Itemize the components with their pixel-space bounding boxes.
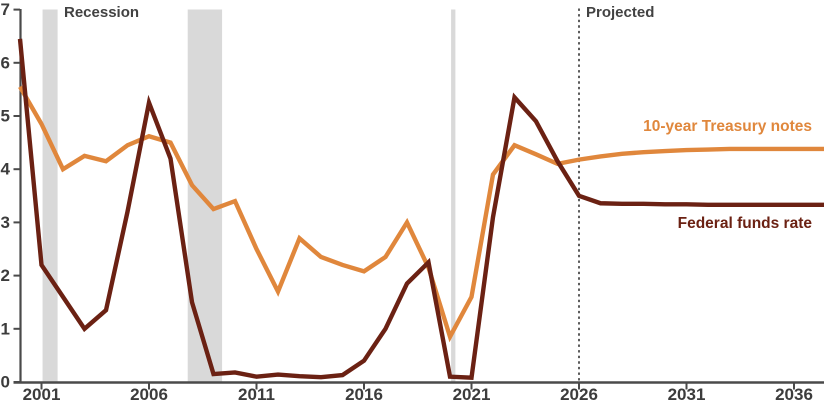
y-tick-label: 3 (1, 213, 10, 232)
series-label-federal-funds: Federal funds rate (677, 215, 812, 232)
recession-band (187, 9, 223, 382)
x-tick-label: 2031 (668, 385, 706, 404)
series-label-treasury-notes: 10-year Treasury notes (643, 118, 812, 135)
x-tick-label: 2001 (23, 385, 61, 404)
x-tick-label: 2026 (560, 385, 598, 404)
y-tick-label: 4 (1, 160, 11, 179)
y-tick-label: 2 (1, 266, 10, 285)
x-tick-label: 2016 (345, 385, 383, 404)
y-tick-label: 1 (1, 319, 10, 338)
projected-label: Projected (586, 4, 655, 21)
recession-label: Recession (64, 4, 140, 21)
x-tick-label: 2021 (453, 385, 491, 404)
y-tick-label: 5 (1, 107, 10, 126)
x-tick-label: 2036 (775, 385, 813, 404)
x-tick-label: 2011 (238, 385, 275, 404)
x-tick-label: 2006 (130, 385, 168, 404)
federal-funds-line (17, 38, 824, 381)
y-tick-label: 7 (1, 0, 10, 19)
y-tick-label: 0 (1, 373, 10, 392)
recession-band (42, 9, 58, 382)
recession-band (451, 9, 456, 382)
treasury-notes-line (18, 85, 824, 343)
y-tick-label: 6 (1, 53, 10, 72)
